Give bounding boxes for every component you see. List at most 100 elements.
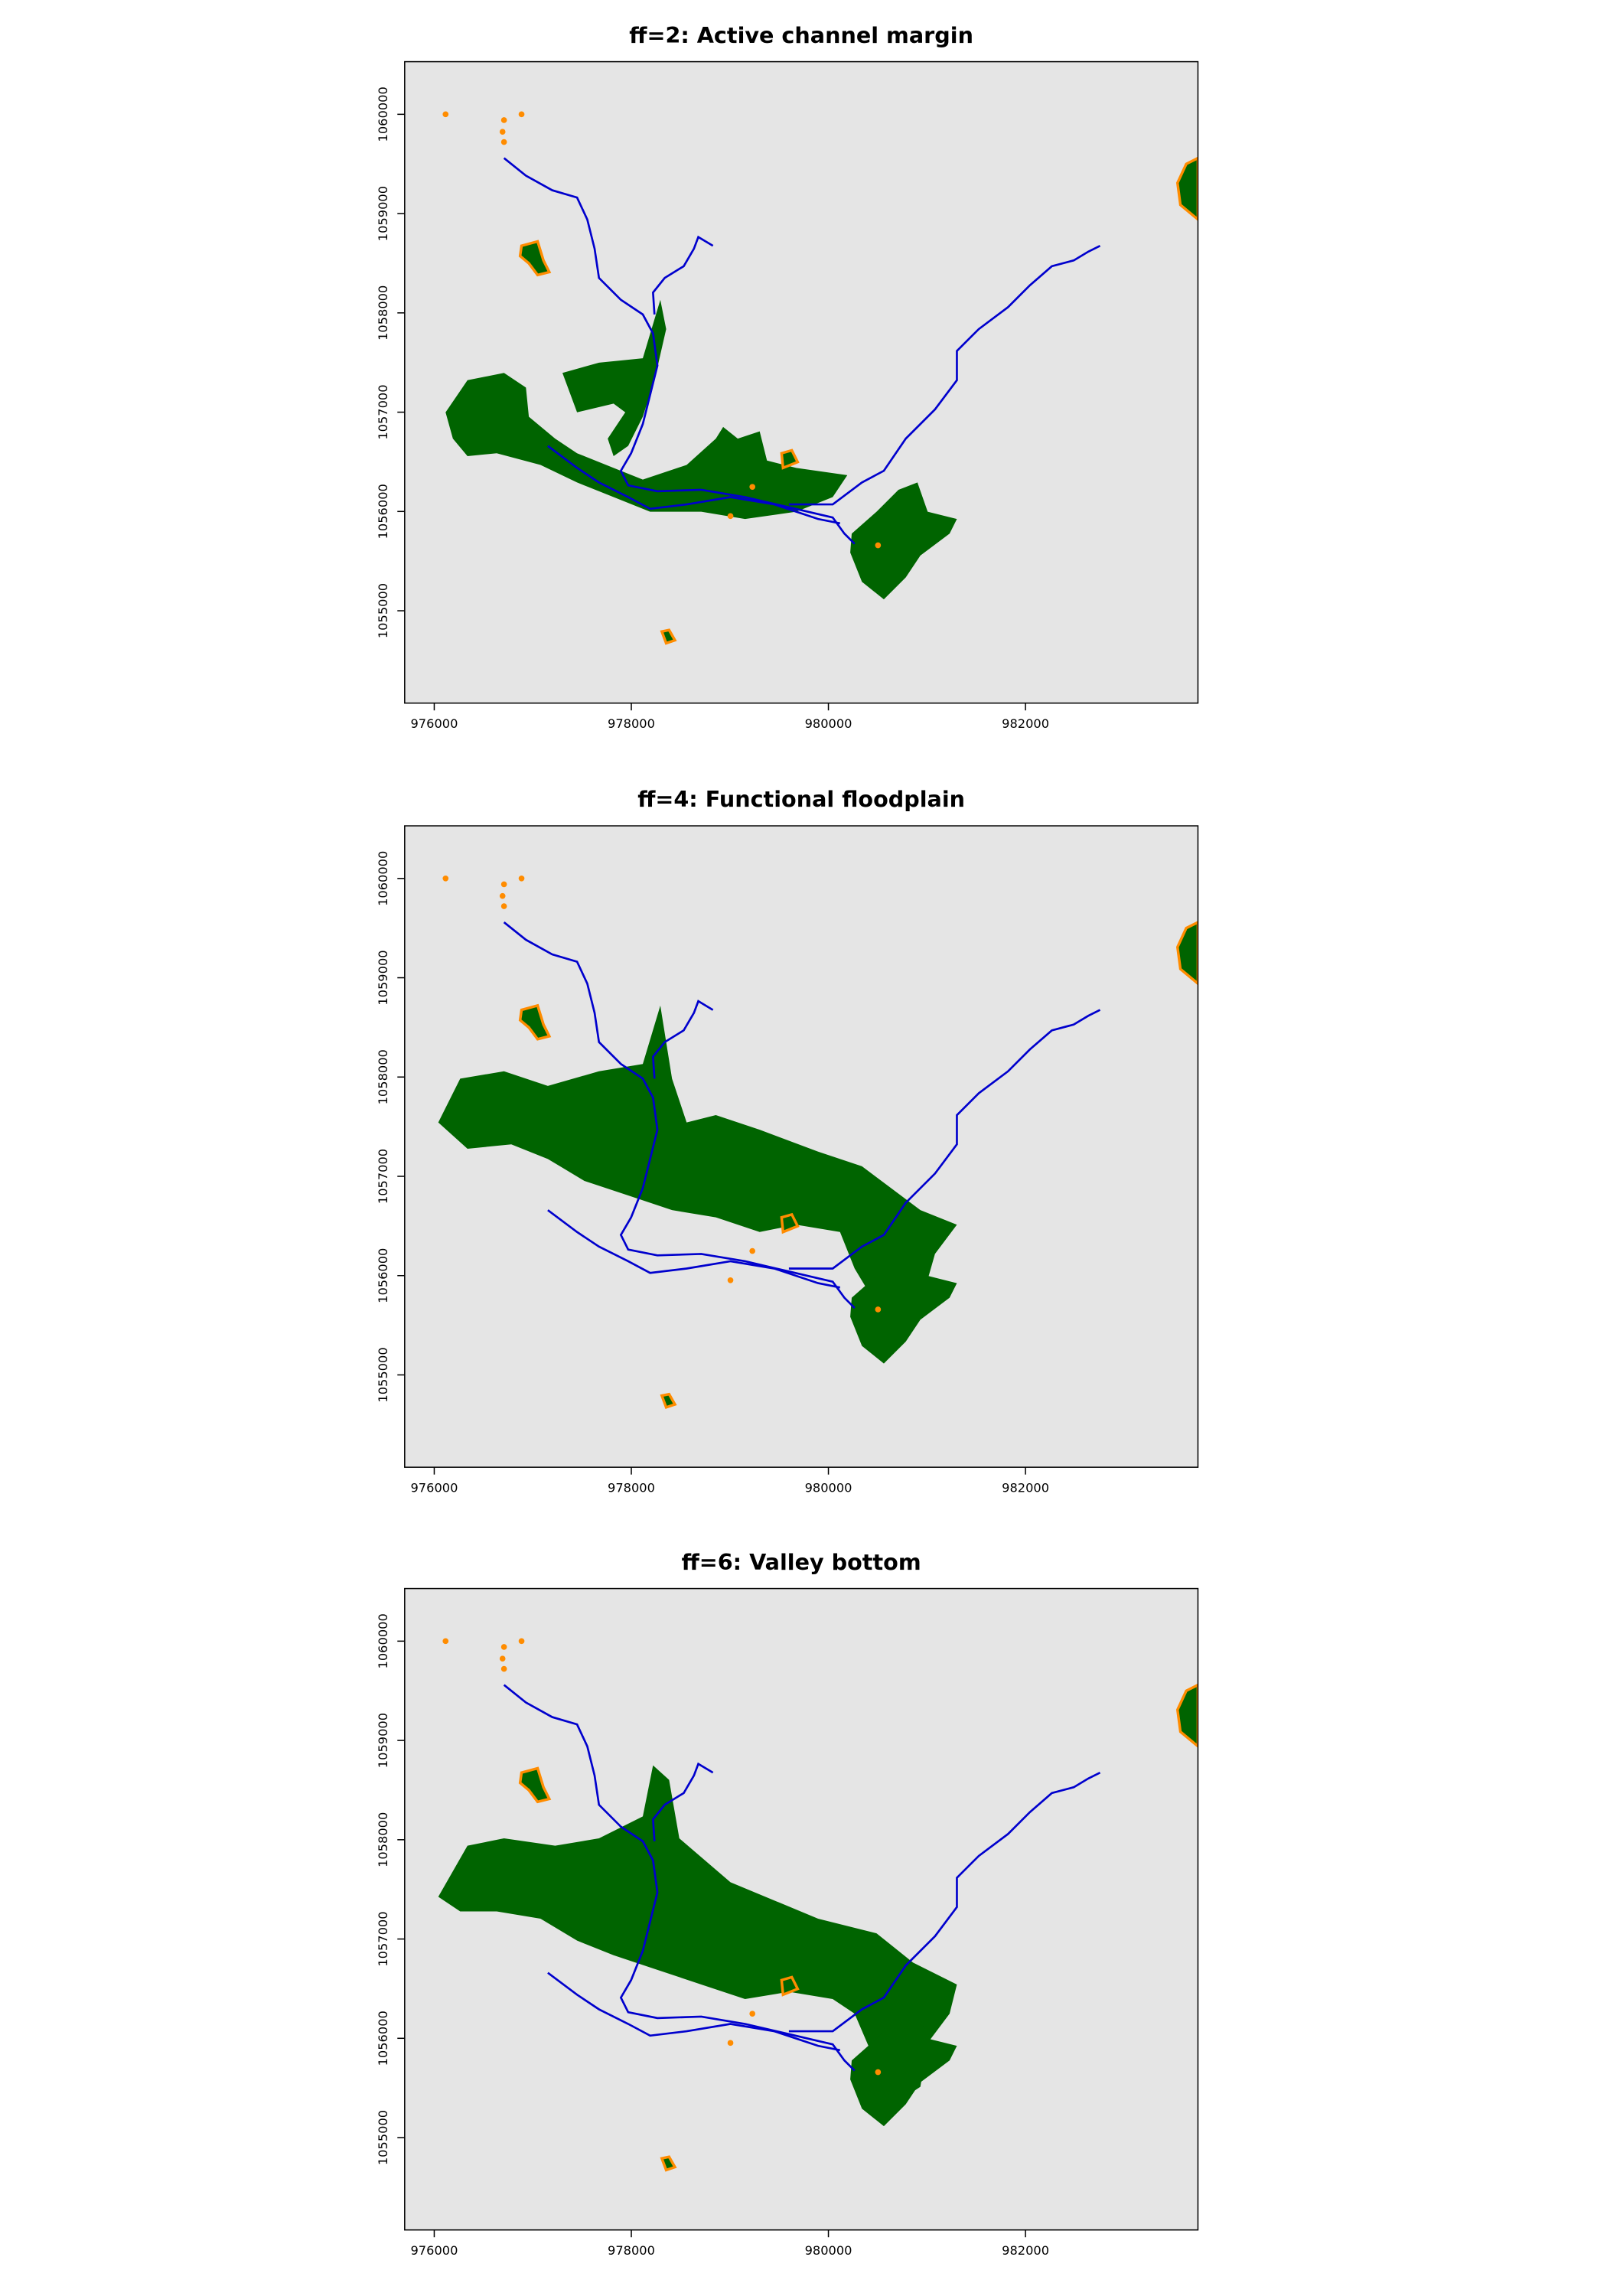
y-tick-label: 1060000 <box>376 851 390 906</box>
x-tick-label: 982000 <box>1002 2243 1049 2258</box>
isolated-cell <box>518 875 525 882</box>
y-tick-label: 1060000 <box>376 1613 390 1668</box>
isolated-patch <box>660 1392 677 1410</box>
isolated-cell <box>500 117 507 123</box>
isolated-cell <box>749 1247 755 1254</box>
stream-line <box>651 235 714 315</box>
isolated-cell <box>749 2011 755 2017</box>
map-layers <box>438 1638 1198 2172</box>
isolated-cell <box>518 1638 525 1645</box>
x-tick-label: 980000 <box>805 2243 852 2258</box>
y-tick-label: 1059000 <box>376 1713 390 1768</box>
stream-line <box>503 157 856 545</box>
isolated-cell <box>875 2069 882 2076</box>
x-tick-label: 976000 <box>410 1481 458 1495</box>
stream-line <box>788 1771 1101 2033</box>
y-tick-label: 1057000 <box>376 1911 390 1966</box>
map-background <box>404 61 1198 703</box>
x-tick-label: 982000 <box>1002 1481 1049 1495</box>
y-tick-label: 1055000 <box>376 583 390 638</box>
isolated-cell <box>749 484 755 490</box>
y-tick-label: 1055000 <box>376 2110 390 2165</box>
isolated-patch <box>518 1003 552 1041</box>
map-frame <box>404 1587 1199 2231</box>
x-tick-label: 980000 <box>805 716 852 731</box>
y-tick-label: 1055000 <box>376 1347 390 1402</box>
y-tick-label: 1057000 <box>376 384 390 439</box>
y-tick-label: 1058000 <box>376 285 390 341</box>
valley-area <box>850 482 957 600</box>
map-frame <box>404 60 1199 704</box>
isolated-patch <box>1175 156 1198 222</box>
stream-line <box>503 921 856 1309</box>
valley-area <box>850 1246 957 1364</box>
panel-title: ff=6: Valley bottom <box>682 1549 921 1575</box>
isolated-cell <box>500 139 507 145</box>
x-tick-label: 982000 <box>1002 716 1049 731</box>
y-tick-label: 1059000 <box>376 186 390 241</box>
map-frame <box>404 825 1199 1468</box>
stream-line <box>651 1000 714 1079</box>
map-layers <box>442 111 1198 645</box>
valley-area <box>438 1765 957 2102</box>
isolated-patch <box>518 1766 552 1804</box>
map-panel: ff=4: Functional floodplain 976000 978000 9… <box>376 786 1199 1495</box>
map-panel: ff=6: Valley bottom 976000 978000 980000 982… <box>376 1549 1199 2258</box>
isolated-patch <box>780 1212 800 1234</box>
map-panel: ff=2: Active channel margin 976000 978000 9… <box>376 22 1199 731</box>
x-tick-label: 978000 <box>608 2243 655 2258</box>
isolated-cell <box>518 111 525 118</box>
isolated-cell <box>499 892 506 899</box>
isolated-cell <box>442 1638 449 1645</box>
isolated-patch <box>1175 921 1198 986</box>
isolated-patch <box>780 1975 800 1997</box>
x-tick-label: 980000 <box>805 1481 852 1495</box>
y-tick-label: 1060000 <box>376 86 390 142</box>
map-layers <box>438 875 1198 1410</box>
stream-line <box>788 244 1101 506</box>
isolated-cell <box>500 1665 507 1672</box>
isolated-patch <box>518 240 552 277</box>
isolated-cell <box>727 1277 734 1283</box>
stream-line <box>547 1971 840 2052</box>
y-tick-label: 1058000 <box>376 1812 390 1867</box>
y-tick-label: 1056000 <box>376 1248 390 1303</box>
valley-area <box>850 2009 957 2127</box>
isolated-cell <box>500 881 507 888</box>
isolated-patch <box>660 2155 677 2172</box>
y-tick-label: 1056000 <box>376 484 390 539</box>
x-tick-label: 976000 <box>410 716 458 731</box>
isolated-patch <box>780 448 800 470</box>
y-tick-label: 1057000 <box>376 1149 390 1204</box>
stream-line <box>788 1009 1101 1270</box>
panel-title: ff=4: Functional floodplain <box>637 786 965 812</box>
isolated-patch <box>1175 1683 1198 1749</box>
valley-area <box>562 299 667 457</box>
panel-title: ff=2: Active channel margin <box>629 22 973 48</box>
isolated-cell <box>500 1644 507 1650</box>
isolated-cell <box>442 875 449 882</box>
x-tick-label: 978000 <box>608 1481 655 1495</box>
x-tick-label: 976000 <box>410 2243 458 2258</box>
valley-area <box>445 373 848 520</box>
stream-line <box>651 1762 714 1841</box>
y-tick-label: 1059000 <box>376 950 390 1005</box>
valley-area <box>438 1005 957 1327</box>
isolated-cell <box>727 2040 734 2047</box>
isolated-cell <box>499 1655 506 1662</box>
isolated-cell <box>499 129 506 135</box>
isolated-cell <box>727 513 734 520</box>
isolated-cell <box>500 903 507 909</box>
stream-line <box>547 1209 840 1289</box>
stream-line <box>547 445 840 525</box>
isolated-cell <box>875 542 882 549</box>
isolated-patch <box>660 628 677 645</box>
y-tick-label: 1056000 <box>376 2011 390 2066</box>
x-tick-label: 978000 <box>608 716 655 731</box>
isolated-cell <box>442 111 449 118</box>
y-tick-label: 1058000 <box>376 1049 390 1104</box>
isolated-cell <box>875 1306 882 1313</box>
stream-line <box>503 1684 856 2072</box>
